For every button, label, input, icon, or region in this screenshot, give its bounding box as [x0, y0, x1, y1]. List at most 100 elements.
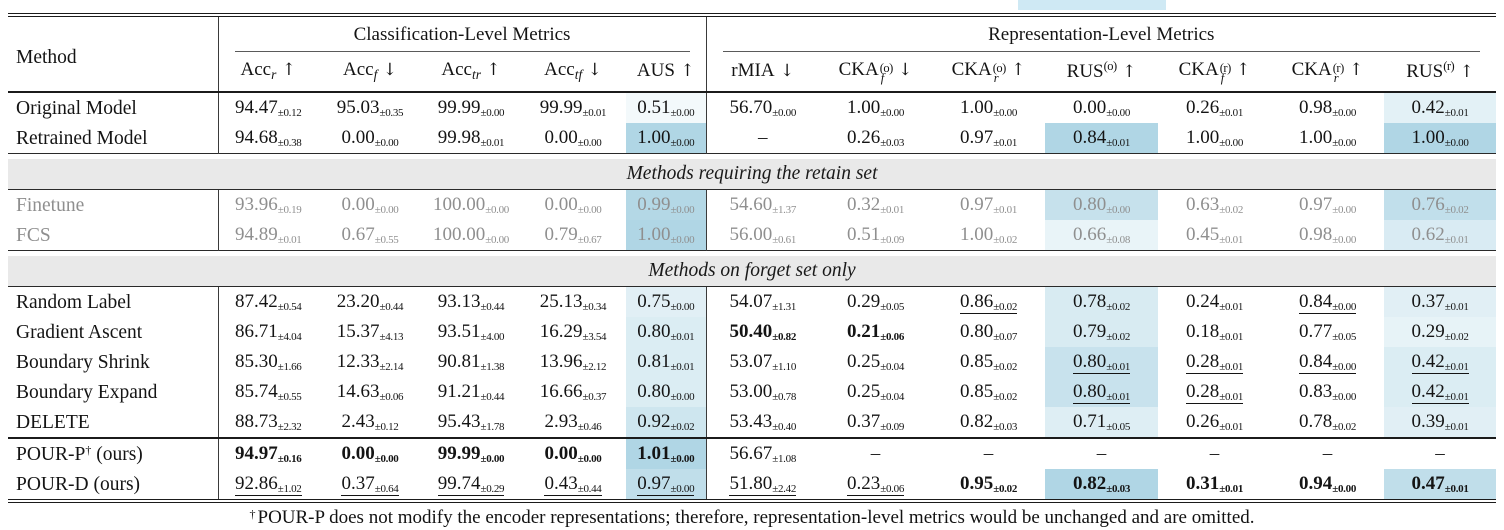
table-row: Boundary Shrink 85.30±1.66 12.33±2.14 90.81… [8, 347, 1497, 377]
table-row: Boundary Expand 85.74±0.55 14.63±0.06 91.21… [8, 377, 1497, 407]
missing-value-dash: – [983, 443, 994, 465]
metric-value: 92.86±1.02 [234, 474, 302, 496]
value-number: 16.66 [539, 381, 583, 403]
metric-cell: 93.51±4.00 [422, 317, 520, 347]
value-stderr: ±0.01 [1444, 360, 1469, 373]
metric-cell: 0.75±0.00 [626, 286, 707, 317]
value-number: 0.00 [544, 443, 578, 465]
metric-cell: 0.29±0.02 [1384, 317, 1497, 347]
metric-value: 0.79±0.67 [544, 225, 601, 246]
metric-value: 0.97±0.01 [960, 195, 1017, 216]
metric-value: 1.00±0.02 [959, 224, 1017, 246]
value-number: 0.62 [1411, 224, 1445, 246]
method-name-cell: Boundary Shrink [8, 347, 218, 377]
metric-cell: 0.24±0.01 [1158, 287, 1271, 318]
metric-value: 90.81±1.38 [438, 352, 505, 373]
metric-value: 99.74±0.29 [437, 474, 505, 496]
missing-value-dash: – [1322, 443, 1333, 465]
value-stderr: ±0.00 [772, 106, 797, 119]
value-number: 2.43 [341, 411, 375, 433]
value-number: 1.00 [1298, 127, 1333, 149]
value-number: 56.67 [729, 443, 773, 465]
method-name-cell: Retrained Model [8, 123, 218, 154]
value-stderr: ±0.55 [374, 233, 399, 246]
metric-cell: 95.03±0.35 [318, 92, 422, 123]
value-stderr: ±0.00 [670, 233, 695, 246]
metric-cell: 0.83±0.00 [1271, 377, 1384, 407]
metric-cell: 53.00±0.78 [705, 377, 820, 407]
metric-cell: 93.96±0.19 [217, 189, 318, 220]
value-number: 0.80 [637, 321, 671, 343]
metric-cell: 56.70±0.00 [705, 92, 820, 123]
metric-value: 54.07±1.31 [729, 292, 796, 313]
metric-value: 0.80±0.00 [637, 382, 694, 403]
metric-value: 94.97±0.16 [235, 444, 302, 465]
value-stderr: ±0.01 [1219, 482, 1244, 495]
value-stderr: ±0.00 [374, 136, 399, 149]
value-stderr: ±0.00 [670, 452, 695, 465]
value-stderr: ±0.00 [670, 136, 695, 149]
metric-value: 0.45±0.01 [1186, 225, 1243, 246]
table-row: Retrained Model 94.68±0.38 0.00±0.00 99.98±… [8, 123, 1497, 154]
metric-cell: 92.86±1.02 [217, 469, 318, 499]
value-stderr: ±0.00 [1332, 136, 1357, 149]
metric-value: 0.31±0.01 [1186, 474, 1244, 495]
value-number: 0.75 [637, 291, 671, 313]
metric-cell: – [819, 437, 933, 469]
metric-cell: 16.29±3.54 [520, 317, 626, 347]
value-number: 14.63 [336, 381, 380, 403]
metric-cell: 0.97±0.01 [932, 123, 1045, 154]
value-number: 1.00 [637, 127, 671, 149]
value-number: 0.97 [959, 127, 994, 149]
metric-value: 23.20±0.44 [337, 292, 404, 313]
metric-value: 0.83±0.00 [1299, 382, 1356, 403]
value-stderr: ±0.12 [374, 420, 399, 433]
metric-header: RUS(r) ↑ [1384, 52, 1497, 93]
value-stderr: ±0.00 [1332, 360, 1357, 373]
metric-cell: 100.00±0.00 [422, 190, 520, 221]
up-arrow-icon: ↑ [1343, 60, 1364, 80]
value-number: 95.43 [437, 411, 481, 433]
method-column-header: Method [8, 17, 218, 93]
missing-value-dash: – [1435, 443, 1445, 465]
value-number: 0.80 [1072, 381, 1107, 403]
metric-value: 0.75±0.00 [637, 291, 694, 313]
metric-value: 0.37±0.09 [847, 412, 904, 433]
metric-value: 0.00±0.00 [544, 195, 601, 216]
value-number: 0.42 [1411, 97, 1445, 119]
metric-cell: 95.43±1.78 [422, 407, 520, 438]
caption-highlight-remnant [1018, 0, 1166, 10]
metric-cell: 0.32±0.01 [819, 190, 932, 221]
metric-cell: 88.73±2.32 [217, 407, 318, 438]
metric-value: 0.97±0.01 [959, 127, 1017, 149]
value-number: 88.73 [234, 411, 278, 433]
up-arrow-icon: ↑ [1116, 62, 1137, 82]
value-stderr: ±0.01 [1106, 136, 1131, 149]
value-number: 1.00 [959, 224, 994, 246]
up-arrow-icon: ↑ [1230, 60, 1251, 80]
value-number: 0.94 [1298, 473, 1333, 495]
metric-cell: 100.00±0.00 [422, 220, 520, 251]
metric-value: 0.84±0.00 [1298, 292, 1356, 314]
value-number: 53.07 [729, 351, 773, 373]
dagger-icon: † [85, 443, 92, 457]
metric-cell: 0.81±0.01 [626, 347, 707, 377]
metric-cell: 0.47±0.01 [1384, 469, 1497, 499]
method-name-cell: DELETE [8, 407, 218, 438]
table-row: Original Model 94.47±0.12 95.03±0.35 99.99±… [8, 92, 1497, 123]
column-group-header: Representation-Level Metrics [705, 17, 1497, 52]
metric-cell: 1.00±0.00 [1158, 123, 1271, 154]
value-stderr: ±0.64 [374, 482, 399, 495]
metric-value: 53.00±0.78 [729, 382, 796, 403]
method-name: Original Model [16, 98, 137, 119]
value-number: 100.00 [432, 224, 486, 246]
metric-cell: 0.82±0.03 [1045, 469, 1159, 499]
metric-value: 0.26±0.01 [1186, 98, 1243, 119]
metric-value: 87.42±0.54 [235, 292, 302, 313]
value-number: 0.78 [1072, 291, 1107, 313]
metric-value: 0.37±0.01 [1412, 292, 1469, 313]
metric-value: 0.00±0.00 [544, 443, 601, 465]
value-number: 0.71 [1072, 411, 1107, 433]
value-number: 95.03 [336, 97, 380, 119]
metric-value: 0.25±0.04 [847, 382, 904, 403]
